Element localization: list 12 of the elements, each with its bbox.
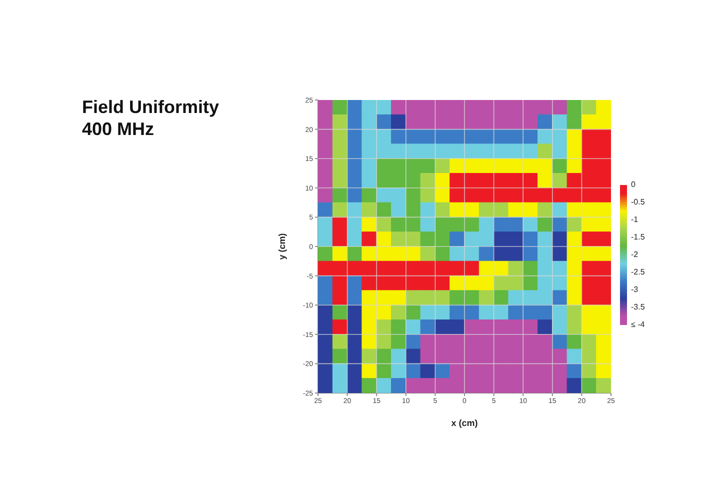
color-bar-label: -3 [631, 285, 639, 294]
color-bar-label: ≤ -4 [631, 320, 646, 330]
color-bar-label: -1.5 [631, 232, 646, 242]
y-axis-title: y (cm) [277, 233, 288, 260]
color-bar-label: -2.5 [631, 268, 646, 277]
color-bar-label: 0 [631, 180, 636, 190]
color-bar-label: -3.5 [631, 302, 646, 312]
color-bar-label: -0.5 [631, 198, 646, 207]
color-bar-label: -1 [631, 215, 639, 224]
color-bar-label: -2 [631, 250, 639, 260]
x-axis-title: x (cm) [451, 418, 478, 428]
text: Field Uniformity 400 MHz [82, 96, 220, 140]
